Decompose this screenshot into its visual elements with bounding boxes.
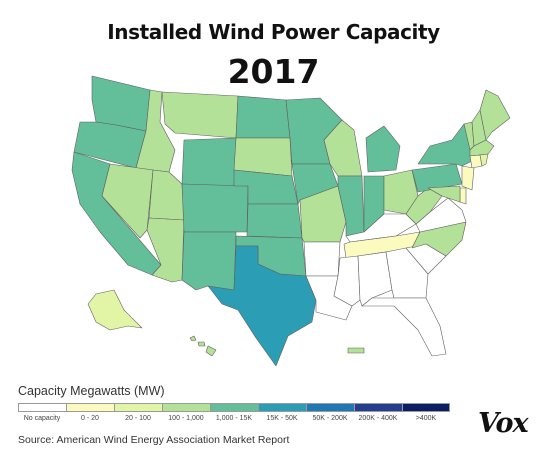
state-mi bbox=[365, 125, 401, 173]
legend-label: 15K - 50K bbox=[266, 415, 298, 422]
year-label: 2017 bbox=[227, 52, 320, 91]
legend-label: >400K bbox=[415, 415, 437, 422]
legend-item: 50K - 200K bbox=[306, 403, 354, 422]
state-ks bbox=[246, 203, 303, 239]
legend-item: 0 - 20 bbox=[66, 403, 114, 422]
legend-swatch bbox=[258, 403, 306, 412]
state-nd bbox=[235, 95, 291, 139]
legend-label: 200K - 400K bbox=[358, 415, 398, 422]
state-ri bbox=[479, 153, 489, 167]
legend-item: No capacity bbox=[18, 403, 66, 422]
state-me bbox=[479, 89, 511, 141]
legend-swatch bbox=[354, 403, 402, 412]
legend-label: No capacity bbox=[23, 415, 61, 422]
legend-item: 20 - 100 bbox=[114, 403, 162, 422]
state-de bbox=[459, 187, 467, 205]
state-id bbox=[135, 89, 176, 173]
legend-label: 100 - 1,000 bbox=[168, 415, 204, 422]
legend-swatch bbox=[306, 403, 354, 412]
legend-item: >400K bbox=[402, 403, 450, 422]
legend-item: 200K - 400K bbox=[354, 403, 402, 422]
legend-swatch bbox=[66, 403, 114, 412]
territory-pr bbox=[347, 347, 365, 354]
chart-title: Installed Wind Power Capacity bbox=[107, 20, 440, 44]
legend-swatch bbox=[114, 403, 162, 412]
state-fl bbox=[361, 297, 447, 357]
legend-label: 1,000 - 15K bbox=[215, 415, 253, 422]
legend-item: 15K - 50K bbox=[258, 403, 306, 422]
legend-swatch bbox=[162, 403, 210, 412]
state-sd bbox=[233, 137, 293, 177]
state-ut bbox=[148, 169, 185, 221]
state-ar bbox=[303, 241, 341, 277]
legend-item: 1,000 - 15K bbox=[210, 403, 258, 422]
legend-label: 50K - 200K bbox=[312, 415, 348, 422]
source-note: Source: American Wind Energy Association… bbox=[18, 434, 290, 446]
state-hi bbox=[189, 335, 217, 357]
state-mt bbox=[161, 91, 239, 139]
legend-item: 100 - 1,000 bbox=[162, 403, 210, 422]
state-nm bbox=[181, 231, 237, 291]
state-tx bbox=[207, 245, 317, 367]
legend-label: 20 - 100 bbox=[125, 415, 151, 422]
legend-swatch bbox=[18, 403, 66, 412]
state-md bbox=[427, 185, 461, 203]
us-choropleth-map bbox=[71, 75, 511, 367]
state-az bbox=[146, 217, 185, 283]
state-ak bbox=[87, 289, 143, 331]
vox-logo: Vox bbox=[478, 408, 529, 439]
legend-title: Capacity Megawatts (MW) bbox=[18, 384, 165, 398]
legend-swatch bbox=[210, 403, 258, 412]
legend-swatch bbox=[402, 403, 450, 412]
state-nv bbox=[101, 163, 154, 239]
state-wy bbox=[181, 137, 237, 187]
state-nj bbox=[461, 165, 475, 191]
legend: No capacity 0 - 20 20 - 100 100 - 1,000 … bbox=[18, 403, 450, 422]
legend-label: 0 - 20 bbox=[81, 415, 99, 422]
state-co bbox=[181, 183, 249, 233]
